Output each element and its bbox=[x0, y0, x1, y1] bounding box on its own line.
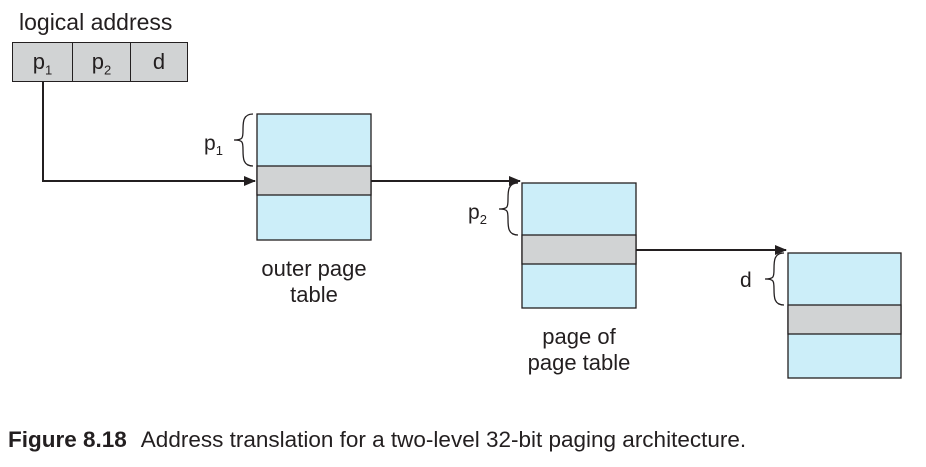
outer-page-table-label-line1: outer page bbox=[261, 256, 367, 281]
page-of-page-table-label: page of page table bbox=[505, 324, 653, 376]
figure-caption-text: Address translation for a two-level 32-b… bbox=[140, 427, 747, 452]
memory-frame bbox=[787, 252, 902, 379]
field-d-label: d bbox=[152, 49, 166, 74]
p1-offset-label: p1 bbox=[204, 132, 223, 158]
page-of-page-table bbox=[521, 182, 637, 309]
outer-table-entry bbox=[256, 165, 372, 196]
figure-number: Figure 8.18 bbox=[8, 427, 127, 452]
outer-page-table bbox=[256, 113, 372, 241]
outer-page-table-label: outer page table bbox=[240, 256, 388, 308]
page-of-page-table-label-line1: page of bbox=[542, 324, 616, 349]
p2-offset-label: p2 bbox=[468, 201, 487, 227]
d-brace bbox=[764, 252, 785, 306]
page-of-page-table-label-line2: page table bbox=[527, 350, 631, 375]
page-table-entry bbox=[521, 234, 637, 265]
field-d: d bbox=[130, 42, 188, 82]
d-offset-label: d bbox=[740, 269, 752, 292]
logical-address-title: logical address bbox=[19, 9, 173, 35]
frame-byte-entry bbox=[787, 304, 902, 335]
outer-page-table-label-line2: table bbox=[290, 282, 338, 307]
figure-caption: Figure 8.18 Address translation for a two… bbox=[8, 426, 746, 454]
p1-brace bbox=[233, 113, 254, 167]
p1-arrow bbox=[42, 82, 256, 186]
p2-brace bbox=[498, 182, 519, 236]
field-p1: p1p1 bbox=[12, 42, 73, 82]
